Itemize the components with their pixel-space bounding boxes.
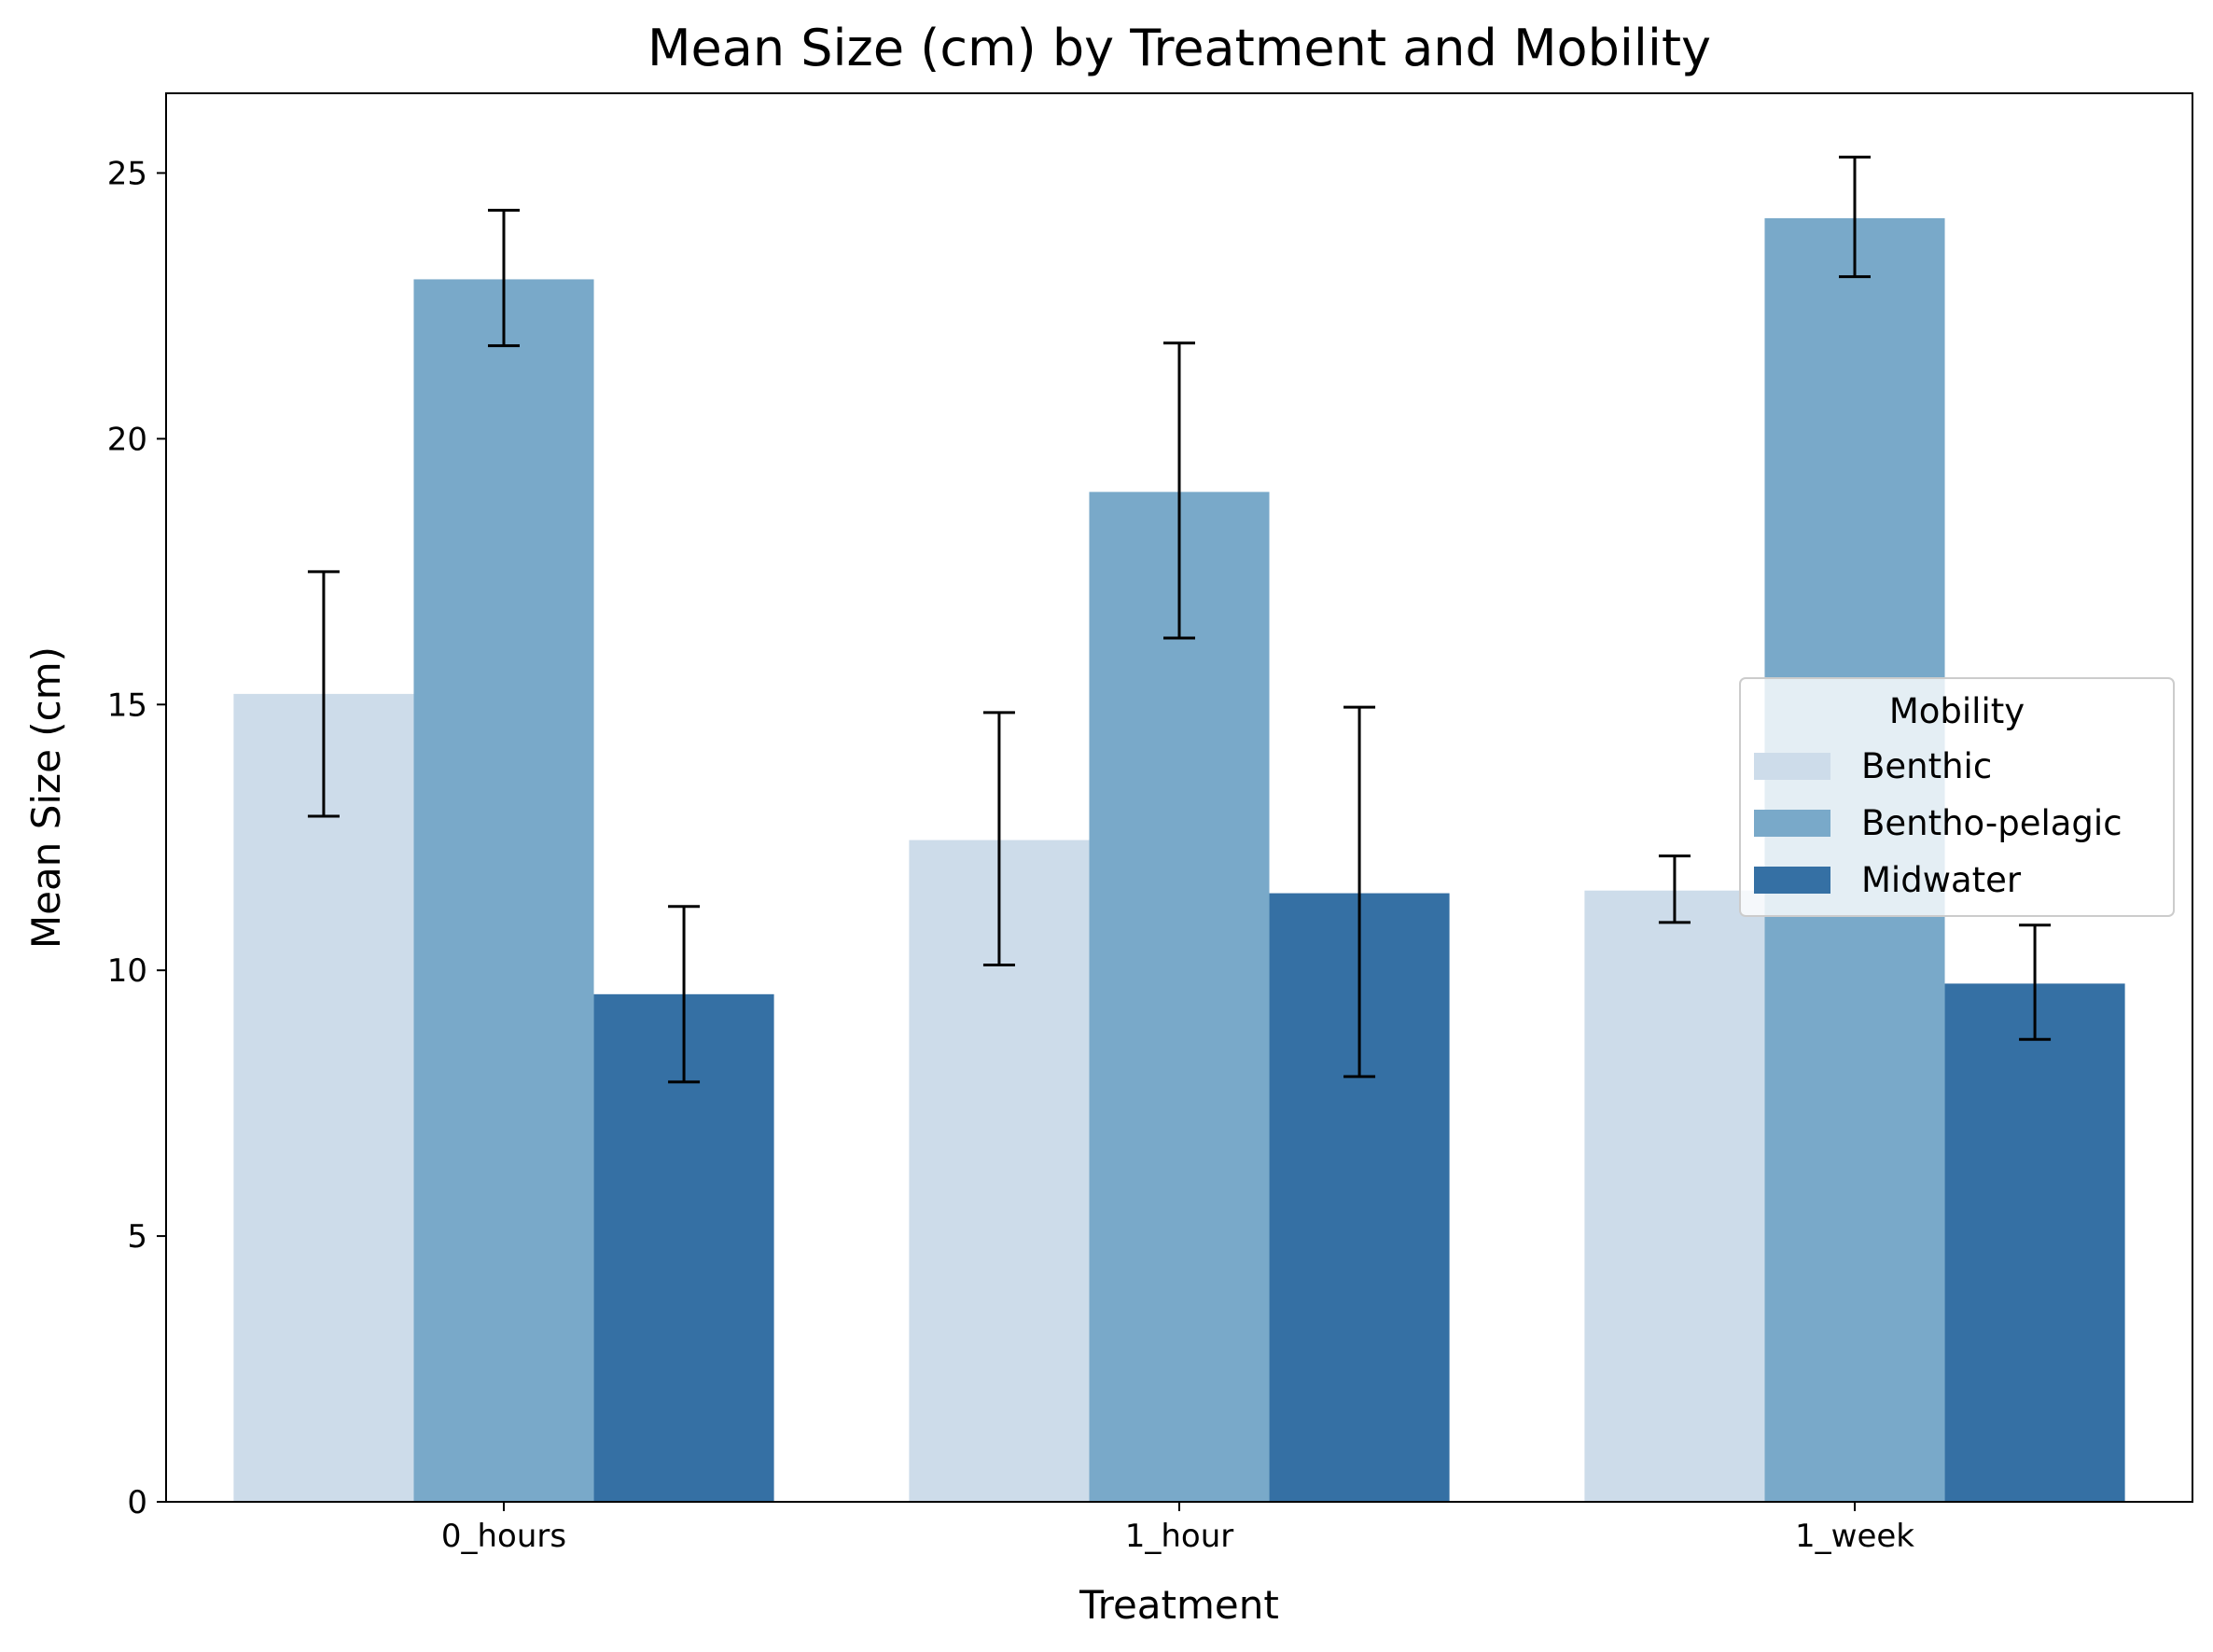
error-bar [982,711,1015,966]
y-tick-label: 0 [127,1484,147,1521]
x-tick-label: 1_week [1795,1518,1914,1555]
legend-entry-label: Bentho-pelagic [1861,803,2123,843]
error-bar [668,905,701,1084]
legend-swatch [1754,810,1830,837]
y-axis: 0 5 10 15 20 25 [107,155,166,1521]
x-tick-label: 1_hour [1125,1518,1234,1555]
error-bar [1839,155,1871,279]
legend-entry-label: Benthic [1861,746,1992,786]
error-bar [307,570,340,818]
y-tick-label: 25 [107,155,147,192]
y-tick-label: 5 [127,1218,147,1256]
legend-swatch [1754,753,1830,780]
legend-box [1739,677,2175,917]
error-bar [1658,854,1691,924]
legend-title: Mobility [1889,691,2025,731]
error-bar [488,208,520,348]
chart-title: Mean Size (cm) by Treatment and Mobility [647,19,1711,77]
x-axis: 0_hours 1_hour 1_week [441,1502,1914,1555]
error-bar [2019,923,2052,1041]
bar-midwater-1-week [1944,983,2125,1502]
error-bar [1163,341,1195,640]
y-tick-label: 10 [107,952,147,990]
bars-layer [233,217,2125,1503]
x-tick-label: 0_hours [441,1518,566,1555]
error-bars-layer [307,155,2052,1084]
legend-swatch [1754,867,1830,894]
y-tick-label: 20 [107,421,147,458]
bar-benthic-0-hours [233,693,414,1502]
y-axis-label: Mean Size (cm) [23,646,69,949]
bar-bentho-pelagic-0-hours [413,279,594,1502]
bar-benthic-1-week [1584,890,1765,1502]
legend-entry-label: Midwater [1861,860,2022,900]
x-axis-label: Treatment [1079,1582,1279,1628]
legend: Mobility Benthic Bentho-pelagic Midwater [1739,677,2175,917]
y-tick-label: 15 [107,687,147,724]
error-bar [1343,705,1376,1078]
bar-bentho-pelagic-1-hour [1089,492,1270,1502]
